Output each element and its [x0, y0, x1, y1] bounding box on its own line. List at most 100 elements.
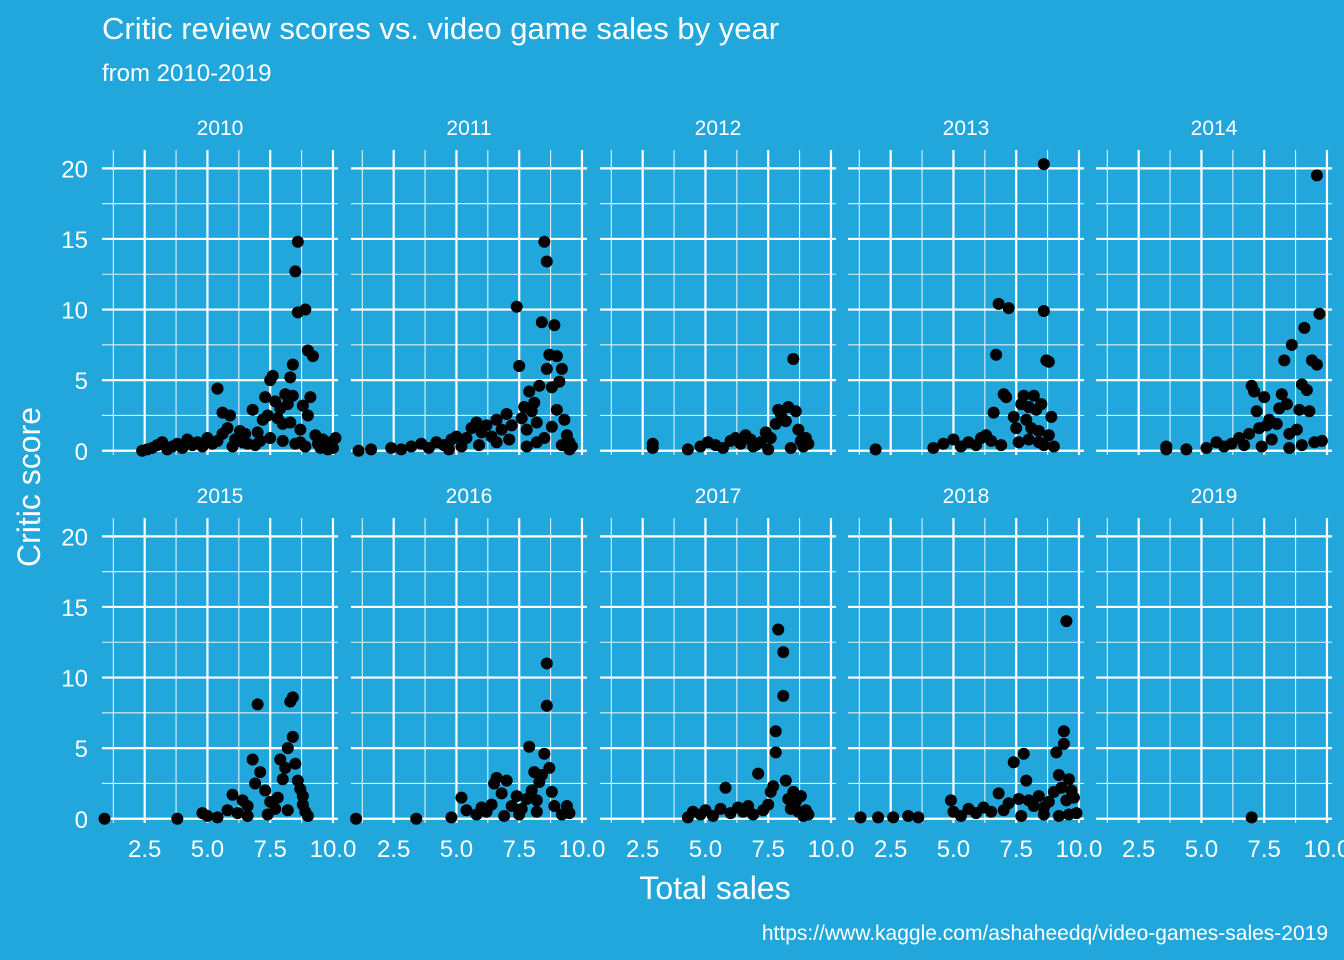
- facet-panel-2012: 2012: [600, 117, 836, 456]
- data-point: [224, 409, 237, 422]
- data-point: [548, 319, 561, 332]
- data-point: [289, 757, 302, 770]
- data-point: [985, 434, 998, 447]
- data-point: [747, 808, 760, 821]
- data-point: [455, 791, 468, 804]
- data-point: [460, 804, 473, 817]
- facet-panel-2017: 2017 2.5 5.0 7.5 10.0: [600, 485, 854, 863]
- data-point: [254, 766, 267, 779]
- y-tick-label: 15: [61, 595, 88, 622]
- data-point: [954, 809, 967, 822]
- data-point: [498, 809, 511, 822]
- data-point: [1047, 440, 1060, 453]
- data-point: [221, 422, 234, 435]
- data-point: [540, 362, 553, 375]
- facet-panel-2016: 2016 2.5 5.0 7.5 10.0: [350, 485, 605, 863]
- data-point: [1243, 427, 1256, 440]
- data-point: [1067, 791, 1080, 804]
- data-point: [211, 382, 224, 395]
- data-point: [505, 800, 518, 813]
- data-point: [442, 443, 455, 456]
- data-point: [1007, 756, 1020, 769]
- y-tick-label: 10: [61, 298, 88, 325]
- data-point: [241, 800, 254, 813]
- data-point: [405, 440, 418, 453]
- data-point: [995, 439, 1008, 452]
- data-point: [211, 811, 224, 824]
- facet-panel-2018: 2018 2.5 5.0 7.5 10.0: [848, 485, 1102, 863]
- data-point: [1032, 436, 1045, 449]
- data-point: [281, 804, 294, 817]
- data-point: [747, 440, 760, 453]
- data-point: [1037, 808, 1050, 821]
- x-tick-label: 10.0: [808, 836, 855, 863]
- data-point: [1022, 433, 1035, 446]
- data-point: [505, 419, 518, 432]
- data-point: [553, 375, 566, 388]
- data-point: [289, 437, 302, 450]
- data-point: [284, 416, 297, 429]
- data-point: [1002, 302, 1015, 315]
- data-point: [1012, 792, 1025, 805]
- data-point: [985, 805, 998, 818]
- data-point: [912, 811, 925, 824]
- x-tick-label: 5.0: [689, 836, 722, 863]
- data-point: [1057, 737, 1070, 750]
- x-tick-label: 10.0: [1056, 836, 1103, 863]
- data-point: [286, 691, 299, 704]
- y-axis-label: Critic score: [11, 407, 47, 567]
- data-point: [299, 440, 312, 453]
- data-point: [1258, 391, 1271, 404]
- data-point: [1200, 441, 1213, 454]
- x-tick-label: 7.5: [752, 836, 785, 863]
- data-point: [769, 746, 782, 759]
- data-point: [794, 790, 807, 803]
- data-point: [550, 350, 563, 363]
- data-point: [854, 811, 867, 824]
- data-point: [1275, 388, 1288, 401]
- data-point: [284, 371, 297, 384]
- data-point: [410, 812, 423, 825]
- data-point: [1310, 169, 1323, 182]
- x-tick-label: 5.0: [1185, 836, 1218, 863]
- facet-label: 2015: [197, 485, 244, 508]
- data-point: [500, 774, 513, 787]
- data-point: [523, 740, 536, 753]
- data-point: [1032, 790, 1045, 803]
- x-tick-label: 2.5: [626, 836, 659, 863]
- facet-panel-2010: 2010 0 5 10 15 20: [61, 117, 342, 466]
- data-point: [1027, 800, 1040, 813]
- data-point: [226, 788, 239, 801]
- data-point: [1245, 811, 1258, 824]
- data-point: [706, 809, 719, 822]
- data-point: [306, 350, 319, 363]
- data-point: [927, 441, 940, 454]
- data-point: [1062, 773, 1075, 786]
- data-point: [1037, 304, 1050, 317]
- data-point: [558, 413, 571, 426]
- y-tick-label: 5: [75, 736, 88, 763]
- data-point: [563, 807, 576, 820]
- data-point: [1290, 423, 1303, 436]
- facet-label: 2017: [695, 485, 742, 508]
- data-point: [789, 405, 802, 418]
- facet-label: 2016: [446, 485, 493, 508]
- data-point: [513, 808, 526, 821]
- data-point: [987, 406, 1000, 419]
- data-point: [249, 439, 262, 452]
- facet-panel-2011: 2011: [351, 117, 587, 457]
- data-point: [1283, 441, 1296, 454]
- data-point: [719, 781, 732, 794]
- data-point: [1017, 389, 1030, 402]
- data-point: [540, 657, 553, 670]
- data-point: [490, 436, 503, 449]
- facet-label: 2013: [943, 117, 990, 140]
- data-point: [500, 408, 513, 421]
- data-point: [792, 423, 805, 436]
- data-point: [523, 385, 536, 398]
- data-point: [1002, 797, 1015, 810]
- data-point: [480, 419, 493, 432]
- data-point: [887, 811, 900, 824]
- data-point: [1050, 746, 1063, 759]
